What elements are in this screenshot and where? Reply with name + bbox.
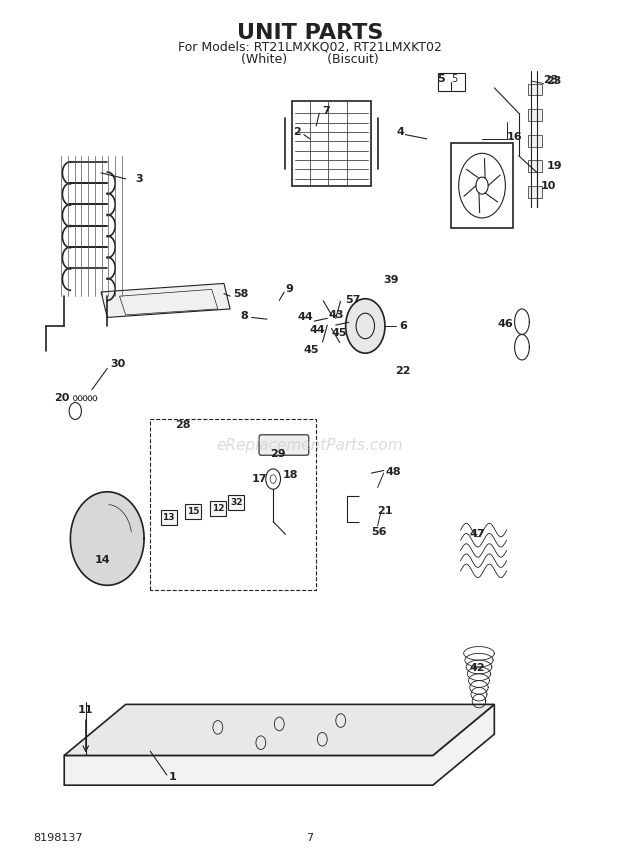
Text: 9: 9	[285, 284, 293, 294]
FancyBboxPatch shape	[528, 109, 542, 121]
Text: 57: 57	[345, 295, 360, 306]
Text: 7: 7	[306, 833, 314, 843]
Text: 42: 42	[470, 663, 485, 673]
Text: 5: 5	[438, 74, 445, 85]
Text: 15: 15	[187, 507, 200, 516]
FancyBboxPatch shape	[161, 509, 177, 525]
Text: 44: 44	[298, 312, 313, 323]
Text: 21: 21	[378, 507, 393, 516]
Text: 8198137: 8198137	[33, 833, 83, 843]
Text: 46: 46	[497, 319, 513, 330]
FancyBboxPatch shape	[528, 160, 542, 172]
FancyBboxPatch shape	[210, 501, 226, 516]
Text: 2: 2	[293, 127, 301, 137]
Text: For Models: RT21LMXKQ02, RT21LMXKT02: For Models: RT21LMXKQ02, RT21LMXKT02	[178, 40, 442, 54]
Text: eReplacementParts.com: eReplacementParts.com	[216, 437, 404, 453]
Polygon shape	[64, 704, 494, 785]
Text: 22: 22	[395, 366, 410, 376]
FancyBboxPatch shape	[438, 73, 465, 92]
Text: 23: 23	[547, 76, 562, 86]
Text: 16: 16	[507, 132, 522, 142]
FancyBboxPatch shape	[259, 435, 309, 455]
Text: 48: 48	[386, 467, 401, 478]
Text: 30: 30	[110, 360, 126, 369]
Text: UNIT PARTS: UNIT PARTS	[237, 22, 383, 43]
Text: 20: 20	[54, 393, 69, 403]
Text: 14: 14	[95, 555, 110, 565]
Text: 8: 8	[241, 311, 249, 321]
FancyBboxPatch shape	[528, 84, 542, 96]
Text: 4: 4	[396, 127, 404, 137]
Text: 11: 11	[78, 705, 94, 716]
Text: 23: 23	[544, 75, 559, 85]
FancyBboxPatch shape	[291, 100, 371, 186]
Text: 43: 43	[329, 310, 344, 320]
Text: 56: 56	[371, 526, 387, 537]
Polygon shape	[71, 492, 144, 586]
Text: 58: 58	[233, 289, 249, 300]
FancyBboxPatch shape	[228, 495, 244, 510]
Text: 39: 39	[384, 275, 399, 285]
Text: 45: 45	[332, 328, 347, 338]
Text: 18: 18	[282, 470, 298, 479]
Text: 19: 19	[547, 161, 562, 171]
Polygon shape	[101, 283, 230, 318]
Text: (White)          (Biscuit): (White) (Biscuit)	[241, 53, 379, 66]
FancyBboxPatch shape	[528, 186, 542, 198]
Text: 5: 5	[451, 74, 458, 85]
Circle shape	[345, 299, 385, 354]
Text: 6: 6	[399, 321, 407, 331]
Text: 7: 7	[322, 106, 330, 116]
FancyBboxPatch shape	[528, 134, 542, 146]
Text: 10: 10	[541, 181, 556, 191]
Text: 32: 32	[230, 498, 242, 508]
Text: 12: 12	[211, 504, 224, 514]
Text: 45: 45	[304, 345, 319, 354]
Text: 13: 13	[162, 513, 175, 522]
Text: 47: 47	[470, 529, 485, 539]
Text: 28: 28	[175, 419, 190, 430]
Text: 17: 17	[252, 474, 267, 484]
Text: 29: 29	[270, 449, 286, 459]
Text: 1: 1	[169, 771, 177, 782]
Text: 44: 44	[310, 325, 326, 336]
FancyBboxPatch shape	[185, 503, 202, 519]
Text: 3: 3	[135, 174, 143, 184]
Polygon shape	[64, 704, 494, 756]
